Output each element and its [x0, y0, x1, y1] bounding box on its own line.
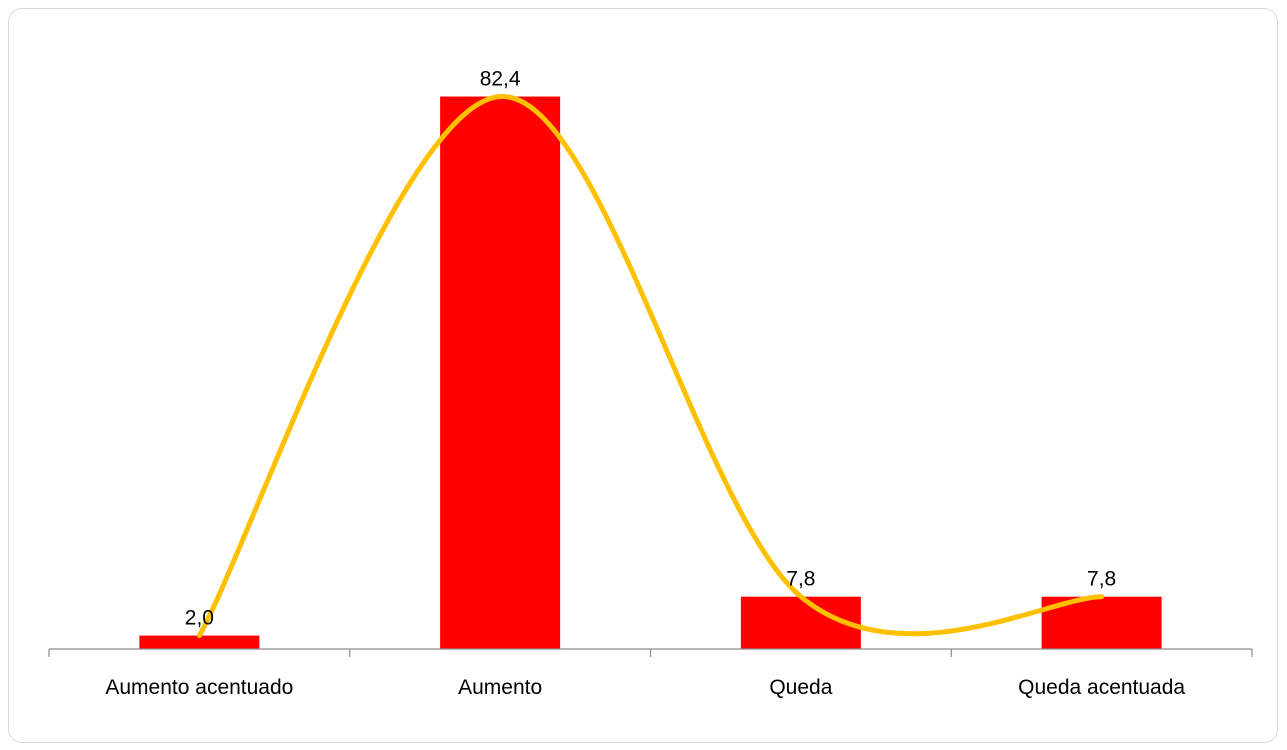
- bars: [139, 96, 1162, 649]
- data-label-2: 7,8: [786, 568, 815, 591]
- x-tick-label-0: Aumento acentuado: [105, 676, 293, 699]
- plot-area: 2,0 82,4 7,8 7,8 Aumento acentuado Aumento Qu…: [48, 68, 1253, 699]
- trend-line: [196, 94, 1105, 639]
- bar-1: [440, 96, 561, 649]
- x-tick-label-3: Queda acentuada: [1018, 676, 1185, 699]
- data-label-0: 2,0: [185, 607, 214, 630]
- x-axis: Aumento acentuado Aumento Queda Queda acent…: [48, 648, 1253, 699]
- data-label-3: 7,8: [1087, 568, 1116, 591]
- x-tick-label-2: Queda: [769, 676, 832, 699]
- data-labels: 2,0 82,4 7,8 7,8: [185, 68, 1116, 630]
- x-tick-label-1: Aumento: [458, 676, 542, 699]
- data-label-1: 82,4: [480, 68, 521, 91]
- bar-0: [139, 635, 260, 649]
